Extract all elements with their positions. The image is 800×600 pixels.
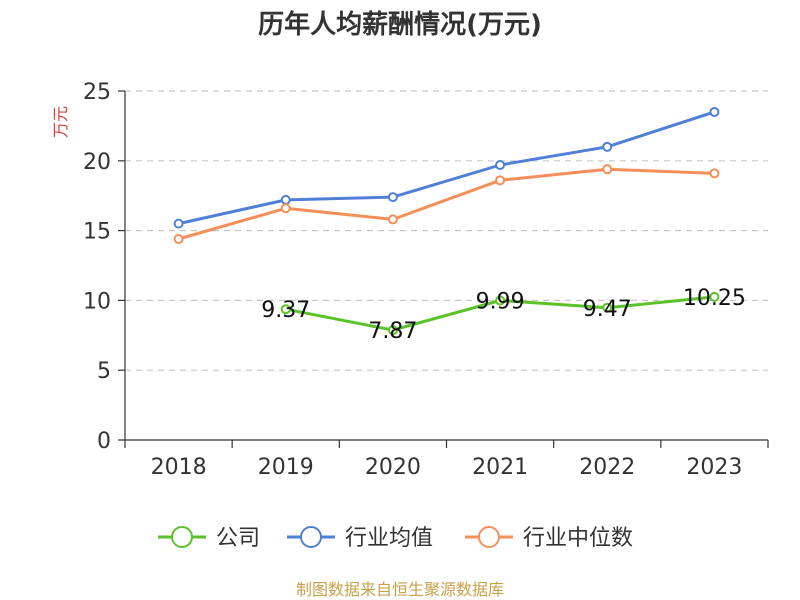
- chart-title: 历年人均薪酬情况(万元): [258, 9, 542, 40]
- y-tick-label: 5: [97, 359, 111, 384]
- data-label: 9.47: [583, 297, 632, 322]
- data-label: 9.37: [261, 298, 310, 323]
- axes: 0 5 10 15 20 25 2018 2019 2020 2021 2022 2023: [83, 80, 769, 480]
- y-axis-label: 万元: [51, 106, 70, 138]
- y-tick-label: 10: [83, 289, 111, 314]
- data-point: [709, 291, 720, 302]
- data-labels: 9.37 7.87 9.99 9.47 10.25: [261, 286, 746, 344]
- data-point: [280, 194, 291, 205]
- legend-item[interactable]: 行业均值: [287, 526, 433, 551]
- data-label: 9.99: [476, 290, 525, 315]
- x-tick-label: 2021: [472, 455, 528, 480]
- legend-label: 行业中位数: [523, 526, 633, 551]
- data-point: [495, 159, 506, 170]
- data-point: [495, 175, 506, 186]
- legend-label: 公司: [216, 526, 260, 551]
- data-point: [387, 192, 398, 203]
- legend-marker: [300, 526, 322, 548]
- y-tick-label: 0: [97, 429, 111, 454]
- series-2: [173, 164, 720, 244]
- y-tick-label: 20: [83, 150, 111, 175]
- y-tick-label: 25: [83, 80, 111, 105]
- series-1: [173, 106, 720, 229]
- data-point: [602, 164, 613, 175]
- data-point: [495, 295, 506, 306]
- data-point: [709, 168, 720, 179]
- data-point: [280, 304, 291, 315]
- x-tick-label: 2020: [365, 455, 421, 480]
- series-line: [178, 167, 715, 241]
- data-point: [173, 218, 184, 229]
- series-0: [280, 291, 720, 336]
- y-tick-label: 15: [83, 220, 111, 245]
- legend-marker: [478, 526, 500, 548]
- x-tick-label: 2022: [579, 455, 635, 480]
- series-line: [178, 110, 715, 226]
- data-point: [602, 302, 613, 313]
- x-tick-label: 2023: [686, 455, 742, 480]
- legend-label: 行业均值: [345, 526, 433, 551]
- series-layer: [173, 106, 720, 336]
- gridlines: [125, 90, 768, 371]
- data-point: [387, 214, 398, 225]
- source-note: 制图数据来自恒生聚源数据库: [296, 580, 504, 599]
- x-tick-label: 2019: [258, 455, 314, 480]
- x-tick-label: 2018: [151, 455, 207, 480]
- data-point: [387, 325, 398, 336]
- legend-marker: [171, 526, 193, 548]
- data-point: [602, 141, 613, 152]
- data-label: 7.87: [368, 319, 417, 344]
- data-point: [173, 233, 184, 244]
- data-point: [709, 106, 720, 117]
- legend: 公司 行业均值 行业中位数: [158, 526, 633, 551]
- legend-item[interactable]: 公司: [158, 526, 260, 551]
- data-label: 10.25: [683, 286, 746, 311]
- legend-item[interactable]: 行业中位数: [465, 526, 633, 551]
- data-point: [280, 203, 291, 214]
